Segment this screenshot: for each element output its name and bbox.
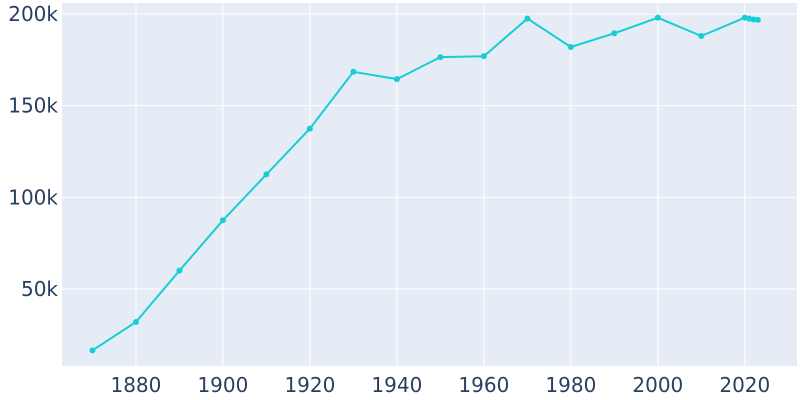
y-tick-label: 150k xyxy=(8,94,58,118)
x-axis-ticks: 1880 1900 1920 1940 1960 1980 2000 2020 xyxy=(110,373,770,397)
data-point xyxy=(567,44,574,50)
y-tick-label: 50k xyxy=(21,277,58,301)
x-tick-label: 1960 xyxy=(458,373,509,397)
x-tick-label: 1920 xyxy=(284,373,335,397)
data-point xyxy=(263,171,270,178)
data-point xyxy=(750,16,757,23)
data-point xyxy=(524,15,531,22)
data-point xyxy=(437,54,444,61)
data-point xyxy=(480,53,487,60)
y-tick-label: 100k xyxy=(8,185,58,209)
x-tick-label: 1900 xyxy=(197,373,248,397)
y-tick-label: 200k xyxy=(8,2,58,26)
data-point xyxy=(219,217,226,224)
x-tick-label: 2000 xyxy=(632,373,683,397)
x-tick-label: 2020 xyxy=(719,373,770,397)
x-tick-label: 1940 xyxy=(371,373,422,397)
data-point xyxy=(393,76,400,83)
x-tick-label: 1980 xyxy=(545,373,596,397)
data-point xyxy=(132,319,139,325)
data-point xyxy=(698,33,705,39)
data-point xyxy=(754,16,761,23)
data-point xyxy=(176,267,183,274)
data-point xyxy=(350,68,357,75)
data-point xyxy=(89,347,96,354)
data-point xyxy=(611,30,618,37)
grid-lines xyxy=(62,3,797,366)
x-tick-label: 1880 xyxy=(110,373,161,397)
series-layer xyxy=(89,14,761,354)
data-point xyxy=(306,125,313,132)
y-axis-ticks: 50k 100k 150k 200k xyxy=(8,2,58,301)
plot-area xyxy=(62,3,797,366)
data-point xyxy=(654,14,661,21)
